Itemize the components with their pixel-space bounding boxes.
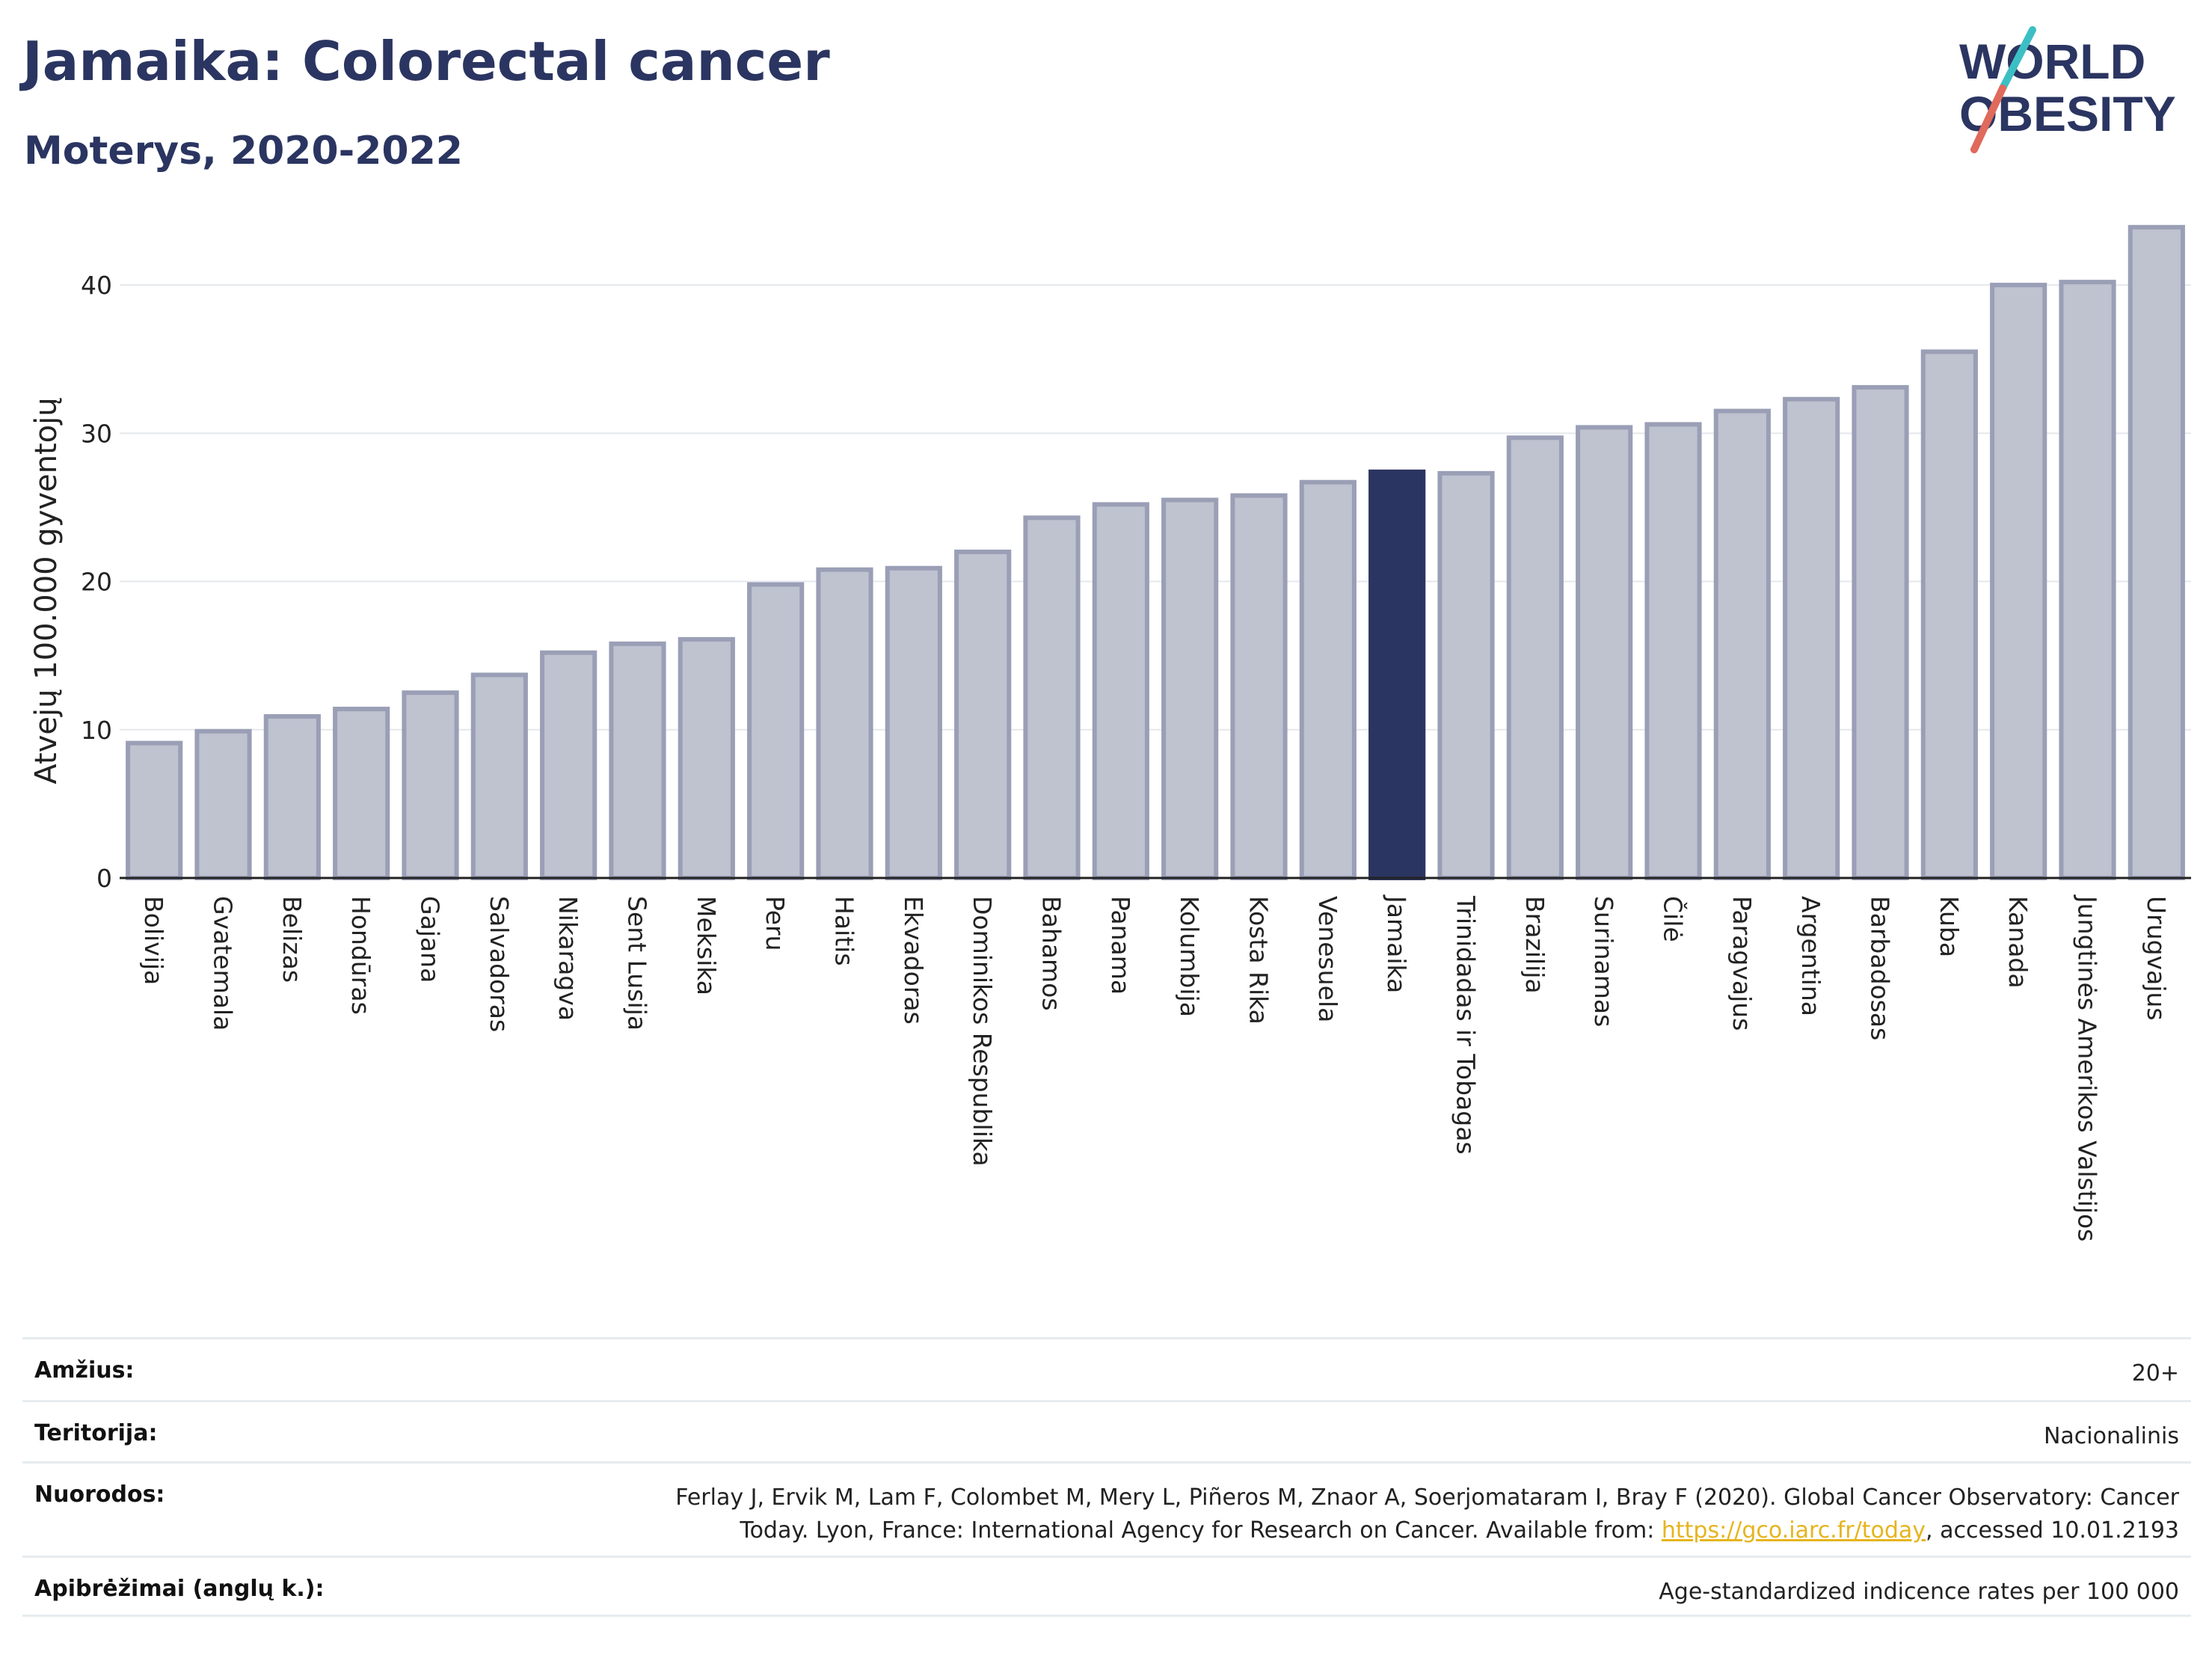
bar xyxy=(126,740,183,881)
bars xyxy=(126,224,2185,881)
x-category-label: Bolivija xyxy=(139,896,168,985)
bar xyxy=(1023,515,1081,880)
bar xyxy=(1161,497,1219,880)
references-label: Nuorodos: xyxy=(34,1481,165,1508)
x-category-label: Venesuela xyxy=(1313,896,1342,1022)
info-row-definitions: Apibrėžimai (anglų k.): Age-standardized… xyxy=(22,1556,2191,1617)
definitions-value: Age-standardized indicence rates per 100… xyxy=(1659,1579,2179,1605)
x-category-label: Trinidadas ir Tobagas xyxy=(1451,895,1481,1155)
bar xyxy=(885,565,942,881)
bar xyxy=(1990,283,2047,881)
y-tick-label: 20 xyxy=(81,568,112,597)
logo-word-world: WORLD xyxy=(1959,34,2145,89)
x-category-label: Sent Lusija xyxy=(623,896,652,1031)
x-category-label: Urugvajus xyxy=(2142,896,2171,1021)
age-value: 20+ xyxy=(2131,1360,2179,1387)
info-table: Amžius: 20+ Teritorija: Nacionalinis Nuo… xyxy=(22,1337,2191,1617)
territory-value: Nacionalinis xyxy=(2043,1423,2179,1449)
y-tick-label: 40 xyxy=(81,271,112,300)
bar xyxy=(954,549,1012,881)
bar xyxy=(1506,435,1564,880)
bar xyxy=(540,650,597,880)
x-category-label: Paragvajus xyxy=(1727,896,1757,1031)
bar-highlighted xyxy=(1368,469,1426,880)
x-category-label: Dominikos Respublika xyxy=(968,896,997,1167)
x-category-label: Hondūras xyxy=(346,896,375,1015)
bar xyxy=(2059,280,2116,880)
references-text-2: Today. Lyon, France: International Agenc… xyxy=(740,1517,1662,1544)
x-category-label: Kosta Rika xyxy=(1244,896,1274,1025)
info-row-age: Amžius: 20+ xyxy=(22,1337,2191,1400)
bar xyxy=(1437,470,1495,880)
y-tick-label: 10 xyxy=(81,716,112,745)
x-category-label: Jungtinės Amerikos Valstijos xyxy=(2073,894,2102,1241)
bar xyxy=(1230,493,1288,880)
bar xyxy=(1299,479,1357,880)
info-row-territory: Teritorija: Nacionalinis xyxy=(22,1400,2191,1461)
bar xyxy=(1783,396,1840,880)
chart-subtitle: Moterys, 2020-2022 xyxy=(24,129,463,174)
x-category-label: Gajana xyxy=(416,896,445,983)
bar xyxy=(609,641,666,880)
chart-title: Jamaika: Colorectal cancer xyxy=(22,30,830,93)
bar-chart: 0 10 20 30 40 Bolivija Gvatemala Belizas Hondūr… xyxy=(29,224,2191,1241)
references-link[interactable]: https://gco.iarc.fr/today xyxy=(1661,1517,1926,1544)
references-text-1: Ferlay J, Ervik M, Lam F, Colombet M, Me… xyxy=(675,1484,2179,1511)
x-category-label: Salvadoras xyxy=(485,896,514,1032)
x-category-label: Barbadosas xyxy=(1866,896,1895,1040)
y-tick-label: 0 xyxy=(96,864,112,893)
x-category-label: Panama xyxy=(1106,896,1135,995)
x-category-label: Kuba xyxy=(1935,896,1964,957)
x-category-label: Kanada xyxy=(2003,896,2033,989)
x-category-label: Ekvadoras xyxy=(899,896,928,1025)
references-value: Ferlay J, Ervik M, Lam F, Colombet M, Me… xyxy=(675,1481,2179,1547)
x-category-label: Argentina xyxy=(1796,896,1825,1016)
x-axis-labels: Bolivija Gvatemala Belizas Hondūras Gajana Sa… xyxy=(139,894,2171,1241)
y-tick-label: 30 xyxy=(81,419,112,448)
bar xyxy=(263,713,321,881)
territory-label: Teritorija: xyxy=(34,1420,158,1446)
grid-lines xyxy=(120,284,2191,731)
bar xyxy=(1644,422,1702,880)
bar xyxy=(2127,224,2185,880)
x-category-label: Meksika xyxy=(692,896,721,995)
x-category-label: Belizas xyxy=(277,896,307,983)
bar xyxy=(1576,425,1633,880)
info-row-references: Nuorodos: Ferlay J, Ervik M, Lam F, Colo… xyxy=(22,1461,2191,1556)
bar xyxy=(1852,384,1909,880)
age-label: Amžius: xyxy=(34,1357,135,1384)
x-category-label: Haitis xyxy=(830,896,859,966)
x-category-label: Surinamas xyxy=(1589,896,1618,1027)
definitions-label: Apibrėžimai (anglų k.): xyxy=(34,1576,325,1602)
bar xyxy=(1920,349,1978,880)
bar xyxy=(1092,502,1149,880)
world-obesity-logo: WORLD OBESITY xyxy=(1959,26,2176,153)
bar xyxy=(747,582,805,881)
y-axis-title: Atvejų 100.000 gyventojų xyxy=(29,397,64,784)
bar xyxy=(194,728,252,881)
x-category-label: Peru xyxy=(761,896,790,951)
x-category-label: Gvatemala xyxy=(209,896,238,1031)
x-category-label: Čilė xyxy=(1659,896,1689,942)
x-category-label: Brazilija xyxy=(1520,896,1549,994)
x-category-label: Kolumbija xyxy=(1175,896,1204,1017)
x-category-label: Bahamos xyxy=(1037,896,1066,1011)
bar xyxy=(470,672,528,880)
bar xyxy=(402,690,459,880)
x-category-label: Nikaragva xyxy=(553,896,583,1021)
references-text-3: , accessed 10.01.2193 xyxy=(1926,1517,2179,1544)
bar xyxy=(678,636,735,881)
bar xyxy=(816,567,873,880)
y-axis-ticks: 0 10 20 30 40 xyxy=(81,271,112,893)
logo-slash-red xyxy=(1970,85,2006,153)
logo-slash-teal xyxy=(1999,26,2036,92)
bar xyxy=(1713,408,1771,880)
bar xyxy=(333,707,390,880)
x-category-label: Jamaika xyxy=(1382,894,1411,993)
